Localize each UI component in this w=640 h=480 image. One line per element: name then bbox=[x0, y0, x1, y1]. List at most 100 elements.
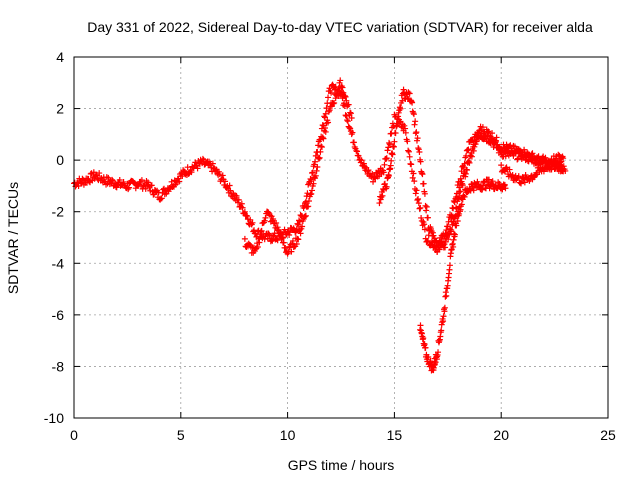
data-point bbox=[344, 117, 351, 124]
data-point bbox=[506, 166, 513, 173]
data-point bbox=[396, 119, 403, 126]
data-point bbox=[109, 176, 116, 183]
data-point bbox=[281, 226, 288, 233]
data-point bbox=[414, 197, 421, 204]
data-point bbox=[416, 149, 423, 156]
x-tick-label: 15 bbox=[387, 427, 403, 443]
data-point bbox=[328, 89, 335, 96]
y-tick-label: 2 bbox=[56, 101, 64, 117]
series-satellite-track-dip bbox=[376, 86, 567, 255]
data-point bbox=[461, 193, 468, 200]
data-point bbox=[334, 88, 341, 95]
data-point bbox=[479, 186, 486, 193]
data-point bbox=[489, 130, 496, 137]
data-point bbox=[354, 148, 361, 155]
data-point bbox=[307, 175, 314, 182]
data-point bbox=[299, 223, 306, 230]
data-point bbox=[457, 188, 464, 195]
data-point bbox=[308, 177, 315, 184]
data-point bbox=[269, 237, 276, 244]
data-point bbox=[499, 186, 506, 193]
data-point bbox=[421, 221, 428, 228]
x-tick-label: 0 bbox=[70, 427, 78, 443]
data-point bbox=[400, 86, 407, 93]
data-point bbox=[393, 122, 400, 129]
data-point bbox=[450, 243, 457, 250]
data-point bbox=[411, 121, 418, 128]
data-point bbox=[456, 210, 463, 217]
data-point bbox=[534, 171, 541, 178]
data-point bbox=[342, 93, 349, 100]
x-tick-label: 5 bbox=[177, 427, 185, 443]
data-point bbox=[365, 167, 372, 174]
data-point bbox=[317, 148, 324, 155]
data-point bbox=[410, 170, 417, 177]
data-point bbox=[266, 231, 273, 238]
x-tick-label: 10 bbox=[280, 427, 296, 443]
data-point bbox=[323, 105, 330, 112]
data-point bbox=[120, 178, 127, 185]
data-point bbox=[381, 180, 388, 187]
data-point bbox=[489, 178, 496, 185]
data-point bbox=[295, 236, 302, 243]
data-point bbox=[322, 128, 329, 135]
data-point bbox=[462, 173, 469, 180]
data-point bbox=[448, 227, 455, 234]
data-point bbox=[360, 160, 367, 167]
data-point bbox=[384, 147, 391, 154]
series-satellite-track-tail bbox=[498, 157, 569, 187]
data-point bbox=[199, 155, 206, 162]
data-point bbox=[212, 166, 219, 173]
data-point bbox=[471, 143, 478, 150]
data-point bbox=[273, 220, 280, 227]
data-point bbox=[347, 110, 354, 117]
data-point bbox=[417, 204, 424, 211]
y-tick-label: -8 bbox=[52, 358, 65, 374]
series-satellite-track-deep bbox=[417, 176, 509, 374]
data-point bbox=[418, 214, 425, 221]
data-point bbox=[554, 159, 561, 166]
data-point bbox=[390, 143, 397, 150]
data-point bbox=[348, 114, 355, 121]
data-point bbox=[261, 217, 268, 224]
data-point bbox=[343, 97, 350, 104]
data-point bbox=[332, 95, 339, 102]
data-point bbox=[458, 201, 465, 208]
data-point bbox=[239, 204, 246, 211]
y-tick-label: -4 bbox=[52, 255, 65, 271]
data-point bbox=[405, 147, 412, 154]
data-point bbox=[410, 111, 417, 118]
data-point bbox=[451, 231, 458, 238]
data-point bbox=[449, 221, 456, 228]
data-point bbox=[262, 214, 269, 221]
data-point bbox=[318, 144, 325, 151]
data-point bbox=[441, 304, 448, 311]
data-point bbox=[485, 176, 492, 183]
data-point bbox=[517, 148, 524, 155]
data-point bbox=[465, 146, 472, 153]
data-point bbox=[412, 118, 419, 125]
data-point bbox=[138, 177, 145, 184]
data-point bbox=[369, 170, 376, 177]
plot-frame bbox=[73, 56, 609, 419]
data-point bbox=[168, 178, 175, 185]
data-point bbox=[468, 153, 475, 160]
data-point bbox=[313, 167, 320, 174]
data-point bbox=[440, 313, 447, 320]
data-point bbox=[280, 239, 287, 246]
data-point bbox=[346, 124, 353, 131]
data-point bbox=[270, 215, 277, 222]
data-point bbox=[209, 160, 216, 167]
data-point bbox=[466, 159, 473, 166]
data-point bbox=[453, 222, 460, 229]
data-point bbox=[105, 174, 112, 181]
y-tick-label: 4 bbox=[56, 49, 64, 65]
data-point bbox=[347, 125, 354, 132]
data-point bbox=[316, 154, 323, 161]
data-point bbox=[454, 217, 461, 224]
data-point bbox=[404, 138, 411, 145]
y-axis-label: SDTVAR / TECUs bbox=[5, 182, 21, 294]
data-point bbox=[319, 134, 326, 141]
data-point bbox=[235, 199, 242, 206]
data-point bbox=[345, 101, 352, 108]
